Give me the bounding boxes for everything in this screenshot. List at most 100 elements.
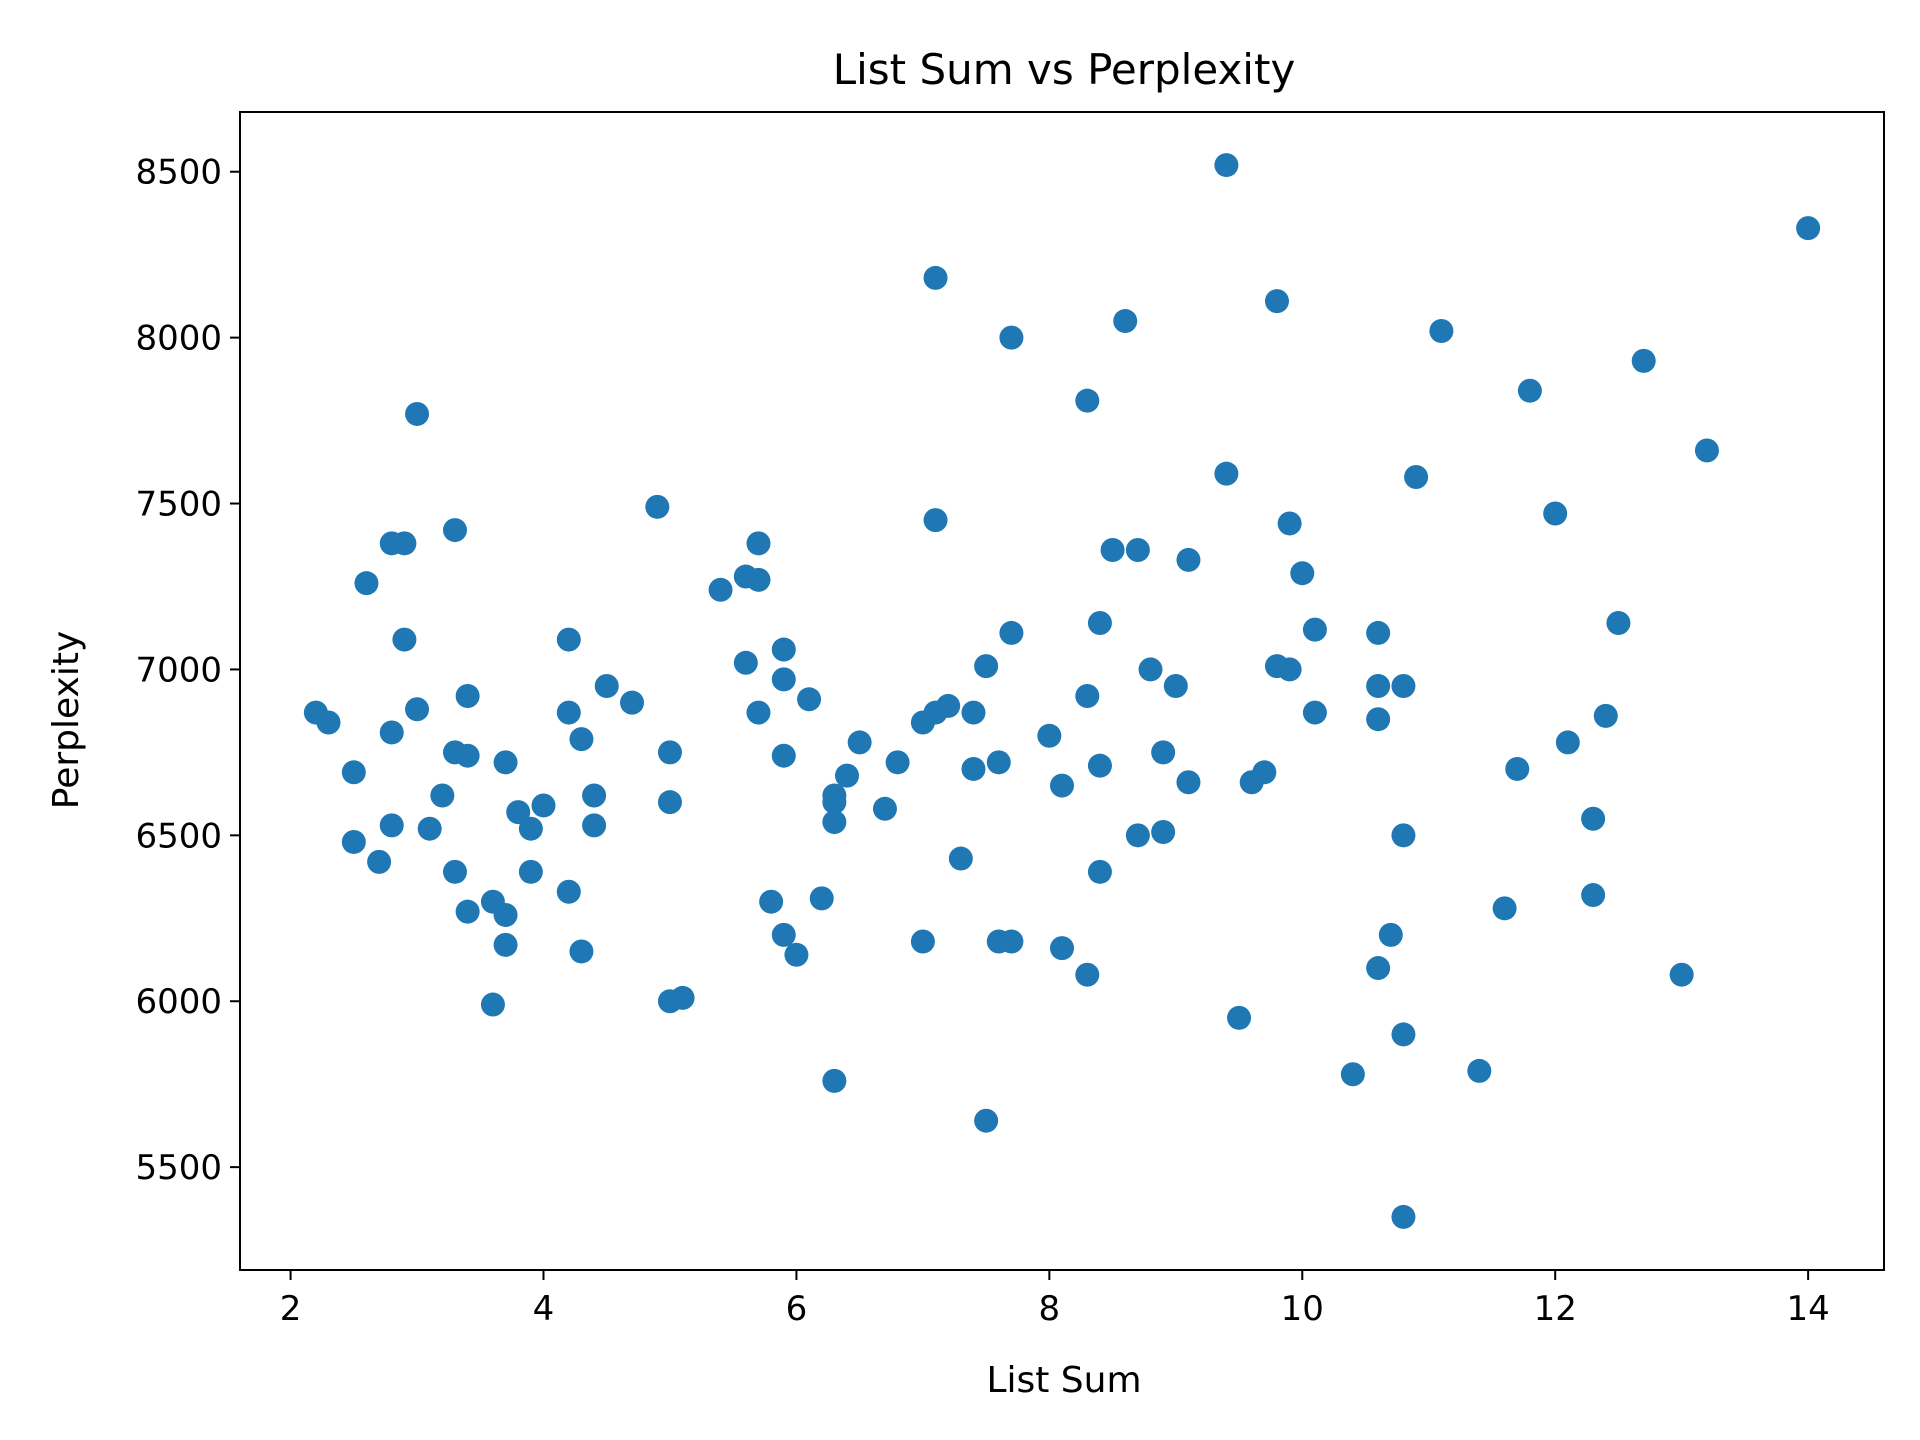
data-point (417, 816, 442, 841)
chart-title: List Sum vs Perplexity (833, 45, 1296, 94)
data-point (1391, 1204, 1416, 1229)
data-point (455, 743, 480, 768)
data-point (1176, 547, 1201, 572)
data-point (746, 531, 771, 556)
data-point (1037, 723, 1062, 748)
data-point (1606, 610, 1631, 635)
x-axis-label: List Sum (986, 1360, 1141, 1401)
data-point (1176, 770, 1201, 795)
data-point (1391, 823, 1416, 848)
data-point (430, 783, 455, 808)
data-point (771, 922, 796, 947)
y-tick-label: 7000 (135, 650, 222, 690)
data-point (1050, 773, 1074, 798)
x-tick-label: 6 (786, 1289, 808, 1329)
data-point (974, 654, 999, 679)
data-point (480, 992, 505, 1017)
data-point (405, 697, 430, 722)
data-point (822, 810, 847, 835)
data-point (885, 750, 910, 775)
data-point (556, 700, 581, 725)
data-point (405, 401, 430, 426)
data-point (1366, 956, 1391, 981)
data-point (556, 627, 581, 652)
data-point (872, 796, 897, 821)
data-point (1151, 820, 1176, 845)
data-point (657, 740, 682, 765)
data-point (1277, 511, 1302, 536)
data-point (670, 985, 695, 1010)
data-point (556, 879, 581, 904)
data-point (835, 763, 860, 788)
data-point (1366, 620, 1391, 645)
data-point (936, 693, 961, 718)
x-tick-label: 10 (1281, 1289, 1324, 1329)
data-point (569, 939, 594, 964)
data-point (1087, 859, 1112, 884)
data-point (733, 650, 758, 675)
data-point (1796, 216, 1821, 241)
data-point (961, 700, 986, 725)
data-point (493, 932, 518, 957)
data-point (1214, 153, 1239, 178)
data-point (455, 683, 480, 708)
data-points (303, 153, 1821, 1229)
data-point (1075, 388, 1100, 413)
data-point (1113, 309, 1138, 334)
data-point (986, 750, 1011, 775)
data-point (620, 690, 645, 715)
y-tick-label: 7500 (135, 485, 222, 525)
y-tick-label: 5500 (135, 1148, 222, 1188)
data-point (759, 889, 784, 914)
data-point (1252, 760, 1277, 785)
data-point (354, 571, 379, 596)
data-point (1087, 610, 1112, 635)
data-point (1492, 896, 1517, 921)
data-point (999, 325, 1024, 350)
data-point (1340, 1062, 1365, 1087)
data-point (1404, 464, 1429, 489)
x-tick-label: 14 (1786, 1289, 1829, 1329)
data-point (442, 859, 467, 884)
x-tick-label: 2 (280, 1289, 302, 1329)
data-point (1214, 461, 1239, 486)
data-point (1366, 674, 1391, 699)
data-point (518, 816, 543, 841)
data-point (1302, 617, 1327, 642)
data-point (493, 750, 518, 775)
plot-frame (239, 111, 1885, 1271)
data-point (1050, 936, 1074, 961)
data-point (1543, 501, 1568, 526)
data-point (367, 849, 392, 874)
data-point (594, 674, 619, 699)
data-point (645, 494, 670, 519)
data-point (1075, 962, 1100, 987)
data-point (531, 793, 556, 818)
data-point (1277, 657, 1302, 682)
data-point (569, 727, 594, 752)
data-point (1163, 674, 1188, 699)
data-point (1378, 922, 1403, 947)
data-point (582, 813, 607, 838)
data-point (784, 942, 809, 967)
data-point (771, 743, 796, 768)
y-tick-label: 6500 (135, 816, 222, 856)
y-tick-label: 8000 (135, 319, 222, 359)
data-point (822, 790, 847, 815)
data-point (1555, 730, 1580, 755)
data-point (1669, 962, 1694, 987)
data-point (708, 577, 733, 602)
data-point (518, 859, 543, 884)
data-point (582, 783, 607, 808)
data-point (771, 637, 796, 662)
data-point (999, 620, 1024, 645)
data-point (379, 720, 404, 745)
data-point (1227, 1005, 1252, 1030)
y-tick-label: 8500 (135, 153, 222, 193)
data-point (1505, 756, 1530, 781)
data-point (506, 800, 531, 825)
data-point (746, 700, 771, 725)
x-tick-label: 8 (1039, 1289, 1061, 1329)
